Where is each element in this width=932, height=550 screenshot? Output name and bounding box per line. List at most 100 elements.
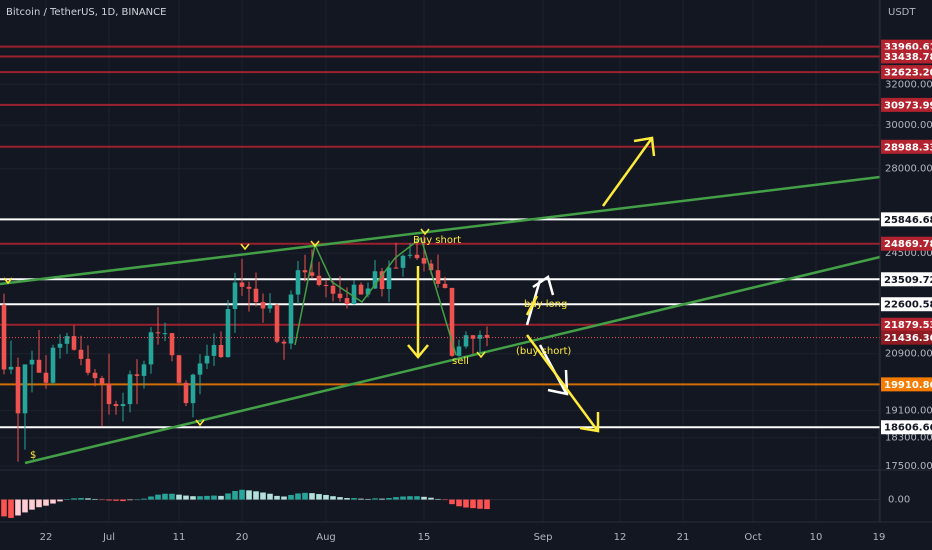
macd-bar	[365, 498, 371, 500]
macd-bar	[351, 498, 357, 500]
macd-bar	[477, 499, 483, 509]
macd-bar	[463, 499, 469, 508]
candle-body	[267, 304, 273, 309]
x-tick-label: Sep	[534, 532, 553, 543]
candle-body	[15, 366, 21, 414]
last-price-label: 21436.36	[884, 333, 932, 344]
macd-bar	[379, 498, 385, 500]
candle-body	[337, 293, 343, 299]
candle-body	[358, 284, 364, 295]
levels	[0, 45, 880, 429]
macd-bar	[400, 496, 406, 500]
candle-body	[281, 341, 287, 344]
y-tick-label: 24500.00	[885, 248, 932, 259]
annotation: sell	[452, 356, 469, 367]
candle-body	[344, 298, 350, 304]
drawings	[0, 136, 881, 465]
candle-body	[407, 254, 413, 256]
macd-bar	[120, 499, 126, 502]
candle-body	[127, 374, 133, 405]
y-tick-label: 19100.00	[885, 406, 932, 417]
candle-body	[428, 263, 434, 271]
level-label-box	[881, 297, 932, 312]
macd-bar	[176, 494, 182, 500]
macd-bar	[148, 496, 154, 500]
macd-bar	[260, 492, 266, 500]
macd-bar	[36, 499, 42, 508]
macd-bar	[295, 493, 301, 500]
candle-body	[211, 344, 217, 356]
candle-body	[106, 383, 112, 405]
level-label-box	[881, 420, 932, 435]
x-tick-label: Aug	[316, 532, 336, 543]
x-tick-label: 20	[236, 532, 249, 543]
candle-body	[197, 363, 203, 375]
candle-body	[36, 359, 42, 373]
level-label: 28988.33	[884, 142, 932, 153]
unit-label: USDT	[888, 7, 916, 18]
y-tick-label: 30000.00	[885, 120, 932, 131]
annotation: (buy short)	[516, 346, 571, 357]
candle-body	[225, 309, 231, 358]
level-label-box	[881, 272, 932, 287]
marker	[3, 228, 486, 427]
x-tick-label: 15	[418, 532, 431, 543]
candle-body	[190, 374, 196, 404]
candle-body	[113, 404, 119, 407]
macd-bar	[239, 489, 245, 500]
macd-bar	[218, 495, 224, 500]
candle-body	[155, 332, 161, 334]
candle-body	[435, 270, 441, 284]
macd-bar	[288, 494, 294, 500]
candle-body	[50, 347, 56, 383]
candle-body	[302, 270, 308, 273]
y-tick-label: 28000.00	[885, 164, 932, 175]
candle-body	[323, 284, 329, 286]
y-tick-label: 17500.00	[885, 461, 932, 472]
macd-bar	[64, 499, 70, 500]
macd-bar	[484, 499, 490, 510]
candle-body	[22, 364, 28, 414]
macd-bar	[316, 494, 322, 500]
level-label: 23509.72	[884, 275, 932, 286]
level-label-box	[881, 97, 932, 112]
y-tick-label: 18300.00	[885, 433, 932, 444]
x-tick-label: 12	[614, 532, 627, 543]
macd-bar	[190, 496, 196, 500]
candle-body	[218, 344, 224, 358]
macd-bar	[197, 496, 203, 500]
candle-body	[253, 288, 259, 303]
candle-body	[169, 333, 175, 356]
macd-bar	[1, 499, 7, 517]
x-tick-label: 10	[810, 532, 823, 543]
macd-bar	[337, 497, 343, 500]
macd-bar	[281, 496, 287, 500]
macd-bar	[414, 496, 420, 500]
level-label-box	[881, 236, 932, 251]
macd-bar	[50, 499, 56, 504]
candle-body	[330, 285, 336, 294]
candle-body	[162, 333, 168, 335]
candles	[0, 235, 880, 462]
candle-body	[99, 378, 105, 384]
annotation: Buy short	[413, 235, 461, 246]
axes: 22 Jul 11 20 Aug 15 Sep 12 21 Oct 10 19 32000.00 3000…	[40, 39, 932, 543]
candle-body	[8, 366, 14, 370]
arrow	[601, 136, 656, 207]
macd-bar	[323, 494, 329, 500]
macd-bar	[22, 499, 28, 513]
last-price-box	[881, 330, 932, 345]
macd-bar	[344, 498, 350, 500]
level-label-box	[881, 317, 932, 332]
candle-body	[64, 336, 70, 344]
level-label: 24869.78	[884, 239, 932, 250]
chart-title: Bitcoin / TetherUS, 1D, BINANCE	[6, 7, 166, 18]
macd-bar	[442, 499, 448, 501]
candle-body	[148, 332, 154, 365]
macd-bar	[470, 499, 476, 509]
candle-body	[372, 271, 378, 289]
trendline	[24, 255, 881, 465]
x-tick-label: 21	[677, 532, 690, 543]
grid	[0, 0, 880, 522]
candle-body	[484, 334, 490, 338]
